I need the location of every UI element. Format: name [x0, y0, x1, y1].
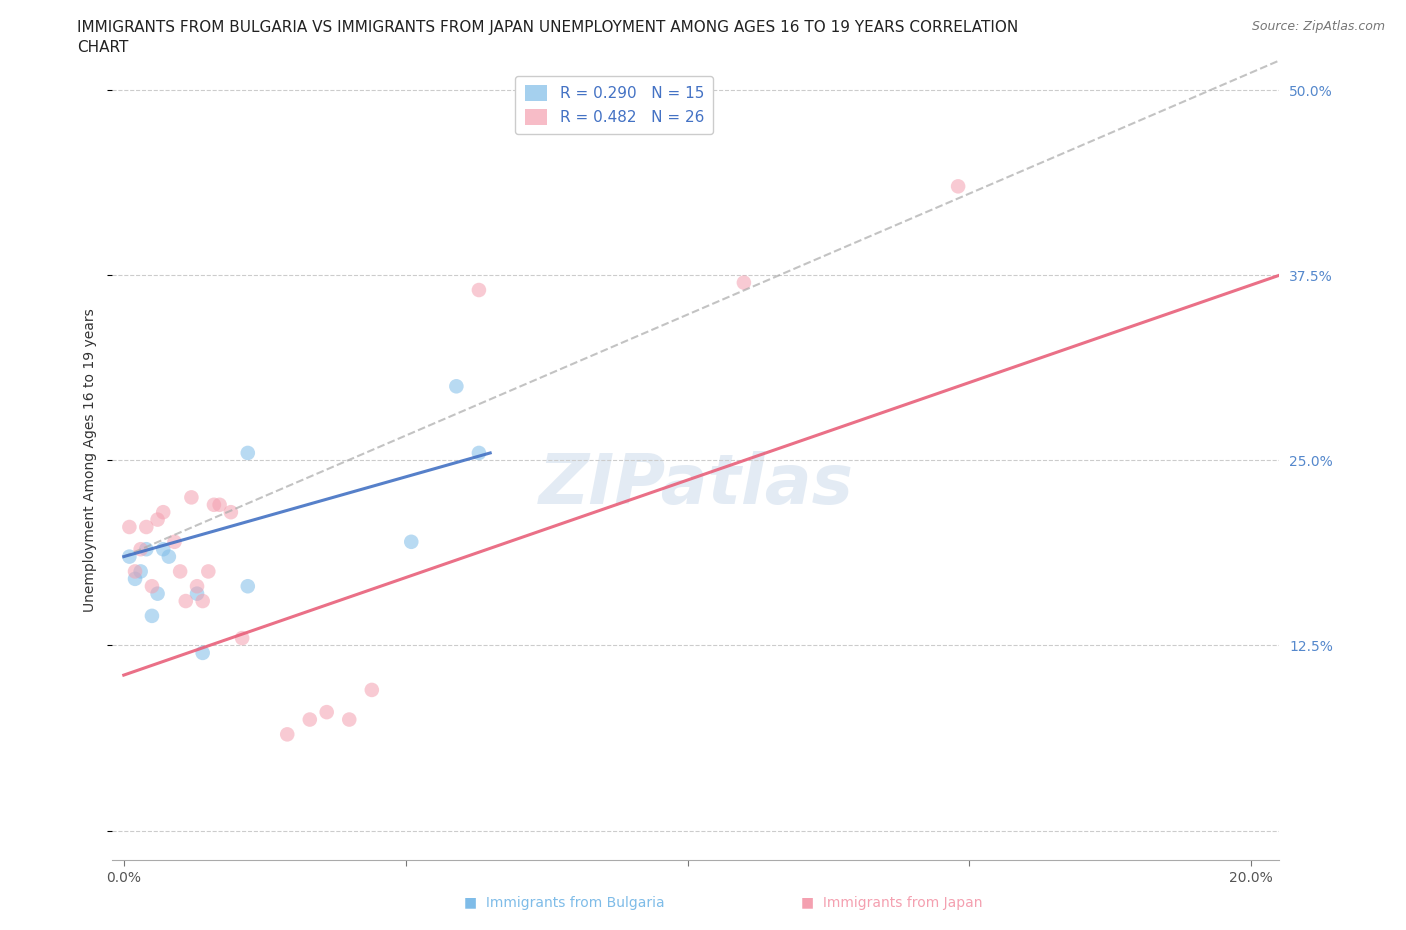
- Point: [186, 578, 208, 593]
- Point: [298, 712, 321, 727]
- Point: [141, 578, 163, 593]
- Point: [129, 542, 152, 557]
- Point: [468, 283, 491, 298]
- Point: [169, 564, 191, 578]
- Point: [946, 179, 969, 193]
- Point: [197, 564, 219, 578]
- Point: [118, 520, 141, 535]
- Point: [191, 593, 214, 608]
- Point: [129, 564, 152, 578]
- Point: [163, 535, 186, 550]
- Point: [337, 712, 360, 727]
- Point: [146, 586, 169, 601]
- Point: [180, 490, 202, 505]
- Point: [219, 505, 242, 520]
- Text: CHART: CHART: [77, 40, 129, 55]
- Point: [152, 542, 174, 557]
- Y-axis label: Unemployment Among Ages 16 to 19 years: Unemployment Among Ages 16 to 19 years: [83, 309, 97, 612]
- Point: [186, 586, 208, 601]
- Point: [141, 608, 163, 623]
- Text: Source: ZipAtlas.com: Source: ZipAtlas.com: [1251, 20, 1385, 33]
- Point: [315, 705, 337, 720]
- Point: [124, 571, 146, 586]
- Point: [135, 520, 157, 535]
- Point: [118, 550, 141, 565]
- Point: [208, 498, 231, 512]
- Point: [146, 512, 169, 527]
- Point: [152, 505, 174, 520]
- Point: [124, 564, 146, 578]
- Point: [135, 542, 157, 557]
- Text: IMMIGRANTS FROM BULGARIA VS IMMIGRANTS FROM JAPAN UNEMPLOYMENT AMONG AGES 16 TO : IMMIGRANTS FROM BULGARIA VS IMMIGRANTS F…: [77, 20, 1018, 35]
- Legend: R = 0.290   N = 15, R = 0.482   N = 26: R = 0.290 N = 15, R = 0.482 N = 26: [516, 76, 713, 134]
- Text: ■  Immigrants from Japan: ■ Immigrants from Japan: [801, 896, 983, 910]
- Point: [733, 275, 755, 290]
- Point: [236, 445, 259, 460]
- Point: [236, 578, 259, 593]
- Point: [202, 498, 225, 512]
- Text: ZIPatlas: ZIPatlas: [538, 451, 853, 518]
- Point: [191, 645, 214, 660]
- Text: ■  Immigrants from Bulgaria: ■ Immigrants from Bulgaria: [464, 896, 665, 910]
- Point: [401, 535, 423, 550]
- Point: [360, 683, 382, 698]
- Point: [157, 550, 180, 565]
- Point: [468, 445, 491, 460]
- Point: [446, 379, 468, 393]
- Point: [174, 593, 197, 608]
- Point: [231, 631, 253, 645]
- Point: [276, 727, 298, 742]
